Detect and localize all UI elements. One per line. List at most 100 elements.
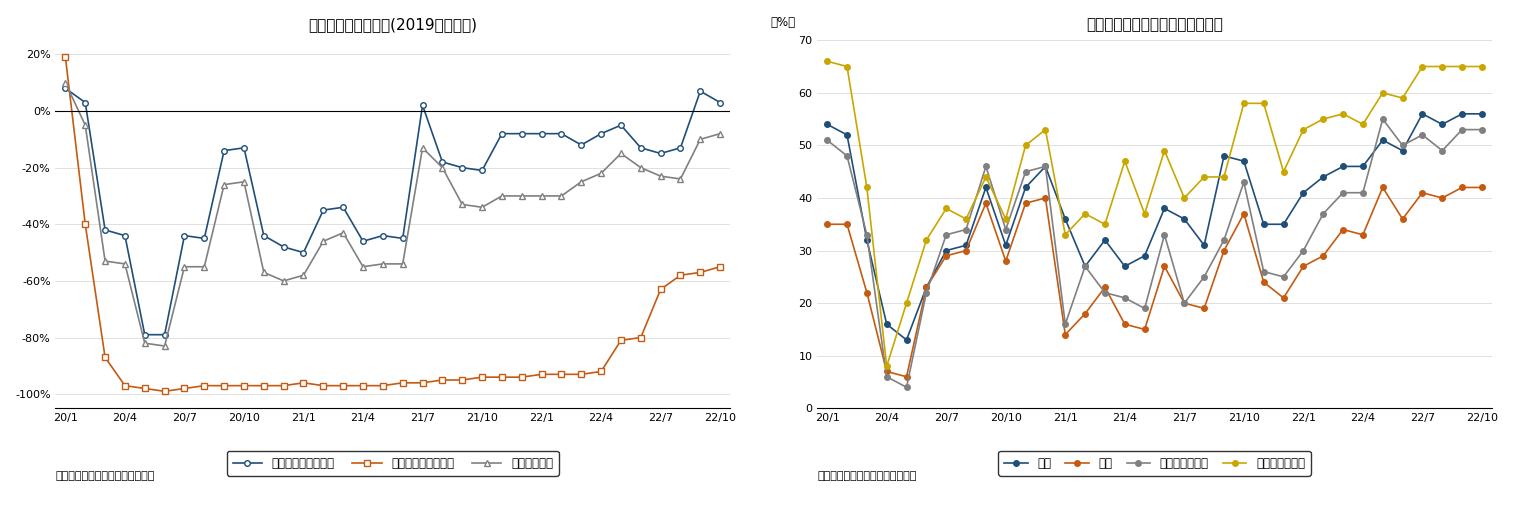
旅館	[1115, 321, 1133, 327]
ビジネスホテル	[1374, 89, 1392, 96]
ビジネスホテル	[1056, 232, 1074, 238]
延べ宿泊者数	[195, 263, 214, 270]
旅館	[957, 248, 976, 254]
外国人延べ宿泊者数	[215, 382, 233, 389]
リゾートホテル	[977, 163, 995, 170]
Title: 宿泊施設タイプ別客室稼働率推移: 宿泊施設タイプ別客室稼働率推移	[1086, 17, 1223, 32]
リゾートホテル	[1274, 273, 1292, 280]
全体	[1394, 148, 1412, 154]
Line: 日本人延べ宿泊者数: 日本人延べ宿泊者数	[62, 86, 723, 338]
旅館	[1354, 232, 1373, 238]
外国人延べ宿泊者数	[335, 382, 353, 389]
日本人延べ宿泊者数	[274, 244, 292, 250]
旅館	[1195, 305, 1214, 312]
日本人延べ宿泊者数	[691, 88, 709, 94]
外国人延べ宿泊者数	[314, 382, 332, 389]
Line: ビジネスホテル: ビジネスホテル	[824, 59, 1485, 369]
旅館	[1274, 295, 1292, 301]
日本人延べ宿泊者数	[492, 131, 511, 137]
リゾートホテル	[938, 232, 956, 238]
全体	[1176, 216, 1194, 222]
リゾートホテル	[1333, 189, 1351, 196]
外国人延べ宿泊者数	[294, 380, 312, 386]
日本人延べ宿泊者数	[711, 99, 729, 106]
全体	[1433, 121, 1451, 127]
全体	[1333, 163, 1351, 170]
リゾートホテル	[1413, 132, 1432, 138]
日本人延べ宿泊者数	[612, 122, 630, 129]
Line: 外国人延べ宿泊者数: 外国人延べ宿泊者数	[62, 54, 723, 394]
ビジネスホテル	[1017, 142, 1035, 149]
ビジネスホテル	[1294, 126, 1312, 133]
全体	[1017, 184, 1035, 190]
延べ宿泊者数	[314, 238, 332, 244]
外国人延べ宿泊者数	[355, 382, 373, 389]
ビジネスホテル	[1254, 100, 1273, 106]
全体	[1115, 263, 1133, 269]
旅館	[1017, 200, 1035, 206]
リゾートホテル	[1254, 268, 1273, 275]
ビジネスホテル	[1176, 195, 1194, 201]
旅館	[857, 289, 876, 296]
外国人延べ宿泊者数	[195, 382, 214, 389]
日本人延べ宿泊者数	[314, 207, 332, 213]
日本人延べ宿泊者数	[512, 131, 530, 137]
旅館	[877, 368, 895, 375]
リゾートホテル	[1394, 142, 1412, 149]
ビジネスホテル	[1433, 63, 1451, 70]
日本人延べ宿泊者数	[215, 148, 233, 154]
Line: 旅館: 旅館	[824, 185, 1485, 379]
旅館	[1473, 184, 1491, 190]
外国人延べ宿泊者数	[592, 368, 611, 375]
日本人延べ宿泊者数	[532, 131, 550, 137]
ビジネスホテル	[1036, 126, 1054, 133]
ビジネスホテル	[1215, 174, 1233, 180]
旅館	[1254, 279, 1273, 285]
全体	[938, 248, 956, 254]
外国人延べ宿泊者数	[115, 382, 133, 389]
リゾートホテル	[1036, 163, 1054, 170]
ビジネスホテル	[1394, 95, 1412, 101]
外国人延べ宿泊者数	[76, 221, 94, 227]
リゾートホテル	[1473, 126, 1491, 133]
延べ宿泊者数	[294, 272, 312, 278]
リゾートホテル	[1095, 289, 1114, 296]
外国人延べ宿泊者数	[553, 371, 571, 378]
ビジネスホテル	[1195, 174, 1214, 180]
日本人延べ宿泊者数	[414, 102, 432, 108]
ビジネスホテル	[1354, 121, 1373, 127]
旅館	[1333, 226, 1351, 233]
外国人延べ宿泊者数	[176, 385, 194, 391]
リゾートホテル	[838, 153, 856, 159]
日本人延べ宿泊者数	[573, 142, 591, 148]
ビジネスホテル	[957, 216, 976, 222]
Text: （出典）観光庁「宿泊旅行統計」: （出典）観光庁「宿泊旅行統計」	[56, 471, 155, 481]
外国人延べ宿泊者数	[651, 286, 670, 293]
旅館	[1176, 300, 1194, 306]
リゾートホテル	[1433, 148, 1451, 154]
旅館	[1314, 253, 1332, 259]
延べ宿泊者数	[176, 263, 194, 270]
日本人延べ宿泊者数	[553, 131, 571, 137]
旅館	[1374, 184, 1392, 190]
Legend: 日本人延べ宿泊者数, 外国人延べ宿泊者数, 延べ宿泊者数: 日本人延べ宿泊者数, 外国人延べ宿泊者数, 延べ宿泊者数	[227, 451, 559, 476]
リゾートホテル	[1374, 116, 1392, 122]
リゾートホテル	[1314, 211, 1332, 217]
日本人延べ宿泊者数	[335, 204, 353, 211]
Line: 延べ宿泊者数: 延べ宿泊者数	[62, 80, 723, 349]
ビジネスホテル	[1473, 63, 1491, 70]
外国人延べ宿泊者数	[136, 385, 155, 391]
ビジネスホテル	[917, 237, 935, 243]
外国人延べ宿泊者数	[492, 374, 511, 380]
延べ宿泊者数	[215, 181, 233, 188]
ビジネスホテル	[1136, 211, 1154, 217]
全体	[1095, 237, 1114, 243]
延べ宿泊者数	[335, 230, 353, 236]
旅館	[1036, 195, 1054, 201]
外国人延べ宿泊者数	[433, 377, 451, 383]
ビジネスホテル	[977, 174, 995, 180]
全体	[1294, 189, 1312, 196]
日本人延べ宿泊者数	[176, 232, 194, 239]
外国人延べ宿泊者数	[512, 374, 530, 380]
延べ宿泊者数	[532, 193, 550, 199]
